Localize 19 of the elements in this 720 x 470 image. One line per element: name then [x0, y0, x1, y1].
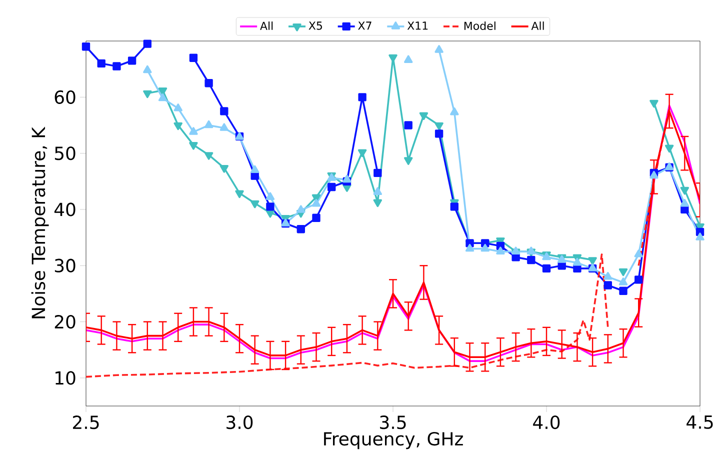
y-axis-title: Noise Temperature, K — [31, 126, 49, 318]
legend-label: X7 — [358, 22, 372, 30]
y-tick-label: 20 — [54, 314, 76, 329]
y-tick-label: 50 — [54, 146, 76, 160]
legend-label: Model — [464, 21, 496, 30]
x-tick-label: 4.5 — [686, 416, 713, 429]
x-tick-label: 3.0 — [226, 416, 253, 430]
legend-label: All — [531, 21, 544, 30]
x-axis-title: Frequency, GHz — [324, 432, 463, 450]
x-tick-label: 4.0 — [533, 416, 560, 430]
legend-label: All — [260, 21, 273, 30]
y-tick-label: 40 — [54, 202, 76, 216]
y-tick-label: 30 — [54, 258, 76, 272]
x-tick-label: 3.5 — [380, 416, 406, 430]
y-tick-label: 60 — [54, 90, 76, 104]
legend-label: X5 — [308, 22, 322, 30]
x-tick-label: 2.5 — [73, 416, 99, 430]
y-tick-label: 10 — [56, 371, 76, 385]
legend-label: X11 — [407, 22, 428, 30]
